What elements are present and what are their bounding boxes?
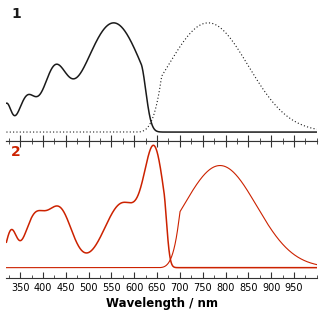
X-axis label: Wavelength / nm: Wavelength / nm	[106, 297, 218, 310]
Text: 1: 1	[11, 7, 21, 21]
Text: 2: 2	[11, 145, 21, 159]
